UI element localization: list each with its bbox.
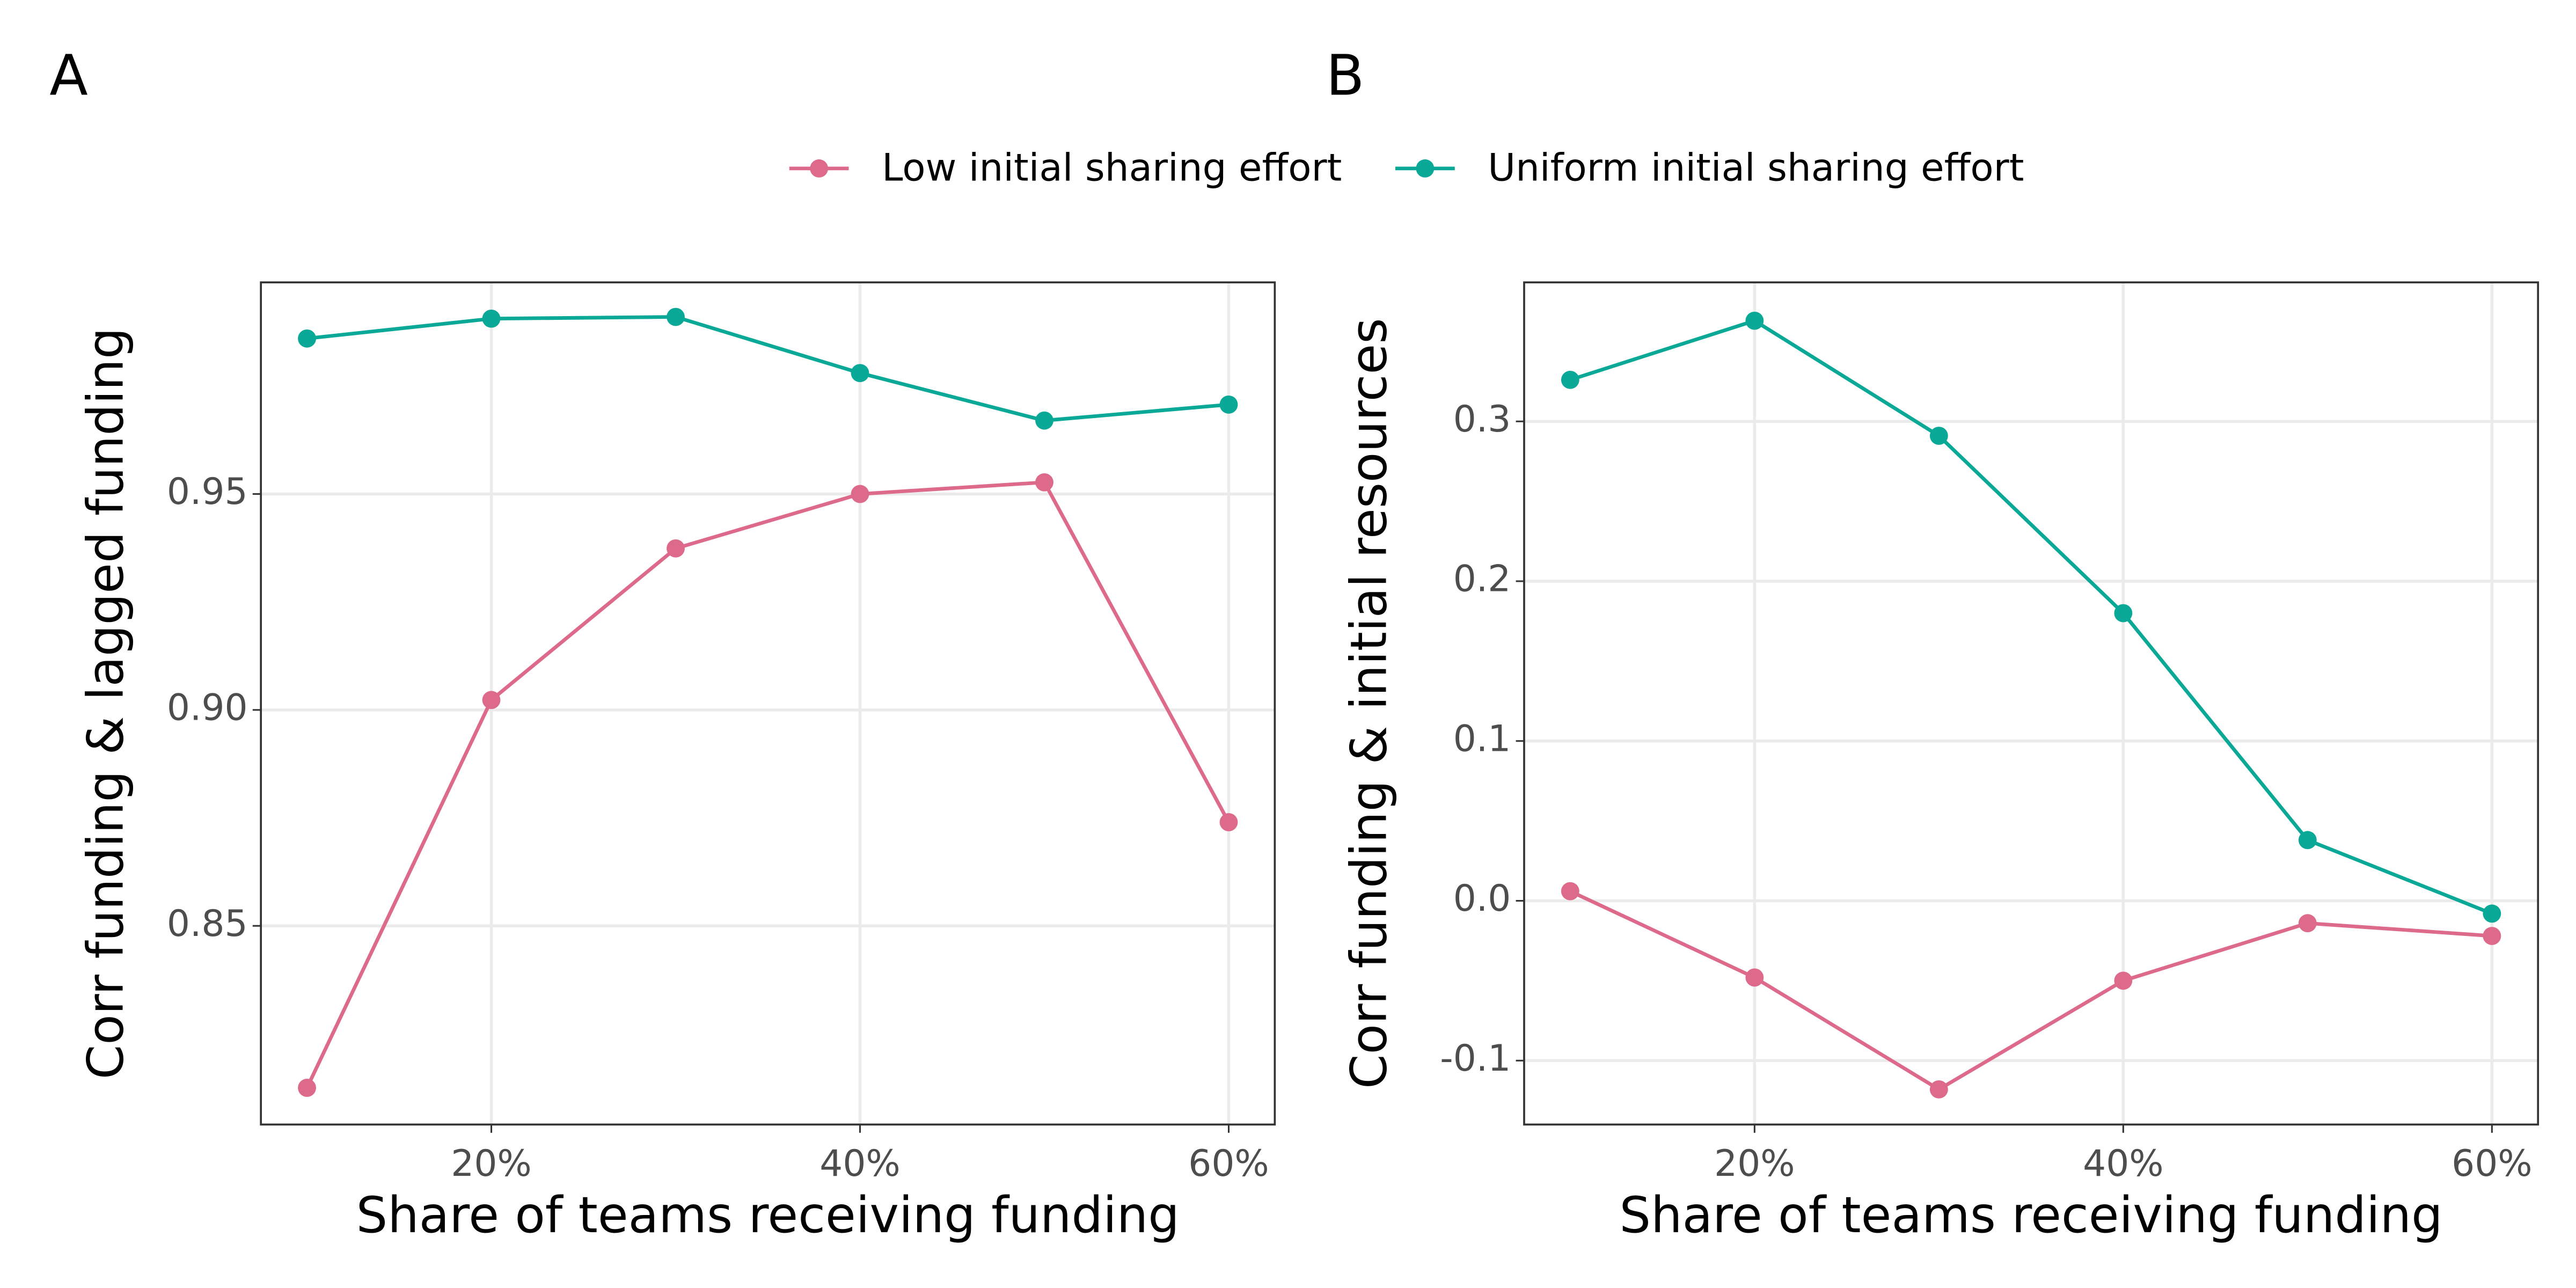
y-tick-label: 0.0 <box>1453 877 1511 919</box>
point <box>1745 968 1764 987</box>
point <box>1219 395 1238 414</box>
point <box>1561 882 1579 901</box>
y-tick-label: -0.1 <box>1440 1037 1511 1079</box>
point <box>298 1079 316 1097</box>
point <box>2298 914 2317 933</box>
x-tick-label: 40% <box>819 1142 900 1184</box>
point <box>1561 370 1579 389</box>
point <box>2483 904 2501 923</box>
point <box>1929 427 1948 445</box>
legend-marker <box>810 159 829 178</box>
point <box>1035 411 1053 430</box>
y-tick-label: 0.90 <box>167 686 248 728</box>
point <box>2483 927 2501 945</box>
plot-background <box>261 282 1275 1125</box>
series-line <box>1569 889 2492 1092</box>
y-tick-label: 0.95 <box>167 470 248 513</box>
point <box>1219 813 1238 831</box>
point <box>2114 604 2133 623</box>
x-axis-title: Share of teams receiving funding <box>1620 1186 2443 1244</box>
panel-label: B <box>1326 42 1365 108</box>
point <box>851 485 869 503</box>
plot-border <box>260 281 1276 1126</box>
x-tick-label: 60% <box>2451 1142 2532 1184</box>
y-tick-label: 0.3 <box>1453 398 1511 440</box>
legend-label: Low initial sharing effort <box>882 145 1342 189</box>
x-axis-title: Share of teams receiving funding <box>356 1186 1180 1244</box>
point <box>667 539 685 558</box>
y-axis-title: Corr funding & lagged funding <box>76 327 134 1079</box>
y-tick-label: 0.1 <box>1453 717 1511 759</box>
plot-background <box>1524 282 2538 1125</box>
point <box>667 308 685 326</box>
x-tick-label: 20% <box>451 1142 531 1184</box>
point <box>482 691 501 709</box>
point <box>1745 311 1764 330</box>
series-line <box>305 480 1231 1089</box>
legend: Low initial sharing effort Uniform initia… <box>789 145 2024 189</box>
legend-label: Uniform initial sharing effort <box>1488 145 2024 189</box>
point <box>2114 971 2133 990</box>
plot-border <box>1523 281 2540 1126</box>
point <box>1929 1080 1948 1099</box>
x-tick-label: 20% <box>1714 1142 1795 1184</box>
y-tick-label: 0.85 <box>167 902 248 945</box>
point <box>482 309 501 328</box>
point <box>1035 473 1053 492</box>
series-line <box>1569 318 2493 916</box>
panel-label: A <box>49 42 88 108</box>
series-line <box>306 315 1229 423</box>
y-tick-label: 0.2 <box>1453 558 1511 600</box>
y-axis-title: Corr funding & initial resources <box>1340 318 1397 1089</box>
point <box>2298 831 2317 850</box>
x-tick-label: 60% <box>1188 1142 1269 1184</box>
point <box>851 364 869 383</box>
legend-marker <box>1416 159 1435 178</box>
point <box>298 329 316 348</box>
x-tick-label: 40% <box>2083 1142 2163 1184</box>
